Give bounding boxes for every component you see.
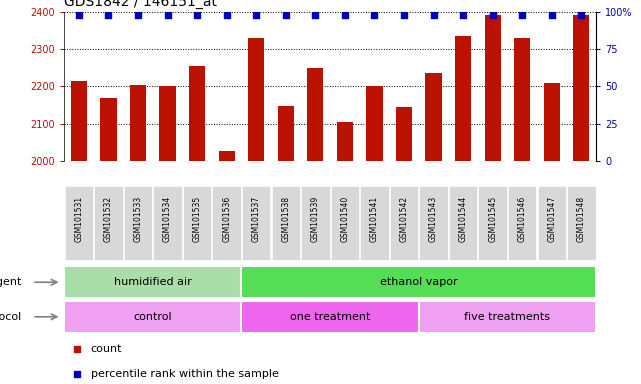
Bar bbox=[426, 73, 442, 161]
Point bbox=[281, 12, 291, 18]
Text: ethanol vapor: ethanol vapor bbox=[380, 277, 458, 287]
Text: control: control bbox=[133, 312, 172, 322]
Point bbox=[488, 12, 498, 18]
Bar bbox=[514, 38, 530, 161]
Text: GSM101547: GSM101547 bbox=[547, 195, 556, 242]
FancyBboxPatch shape bbox=[153, 185, 182, 260]
Text: GSM101539: GSM101539 bbox=[311, 195, 320, 242]
Point bbox=[74, 12, 84, 18]
FancyBboxPatch shape bbox=[242, 301, 419, 333]
Point bbox=[103, 12, 113, 18]
Text: GSM101545: GSM101545 bbox=[488, 195, 497, 242]
Text: GSM101538: GSM101538 bbox=[281, 195, 290, 242]
Text: percentile rank within the sample: percentile rank within the sample bbox=[91, 369, 279, 379]
Bar bbox=[396, 107, 412, 161]
Text: agent: agent bbox=[0, 277, 22, 287]
Text: protocol: protocol bbox=[0, 312, 22, 322]
Point bbox=[222, 12, 232, 18]
Text: five treatments: five treatments bbox=[465, 312, 551, 322]
Bar bbox=[100, 98, 117, 161]
Bar bbox=[307, 68, 324, 161]
Point bbox=[428, 12, 438, 18]
Bar bbox=[337, 122, 353, 161]
Bar bbox=[485, 15, 501, 161]
Bar bbox=[219, 151, 235, 161]
Text: GSM101542: GSM101542 bbox=[399, 195, 408, 242]
Text: humidified air: humidified air bbox=[114, 277, 192, 287]
Point bbox=[310, 12, 320, 18]
Text: GSM101544: GSM101544 bbox=[458, 195, 468, 242]
FancyBboxPatch shape bbox=[64, 266, 242, 298]
FancyBboxPatch shape bbox=[508, 185, 537, 260]
Bar bbox=[573, 15, 590, 161]
Text: GSM101541: GSM101541 bbox=[370, 195, 379, 242]
FancyBboxPatch shape bbox=[419, 301, 596, 333]
FancyBboxPatch shape bbox=[419, 185, 448, 260]
Point bbox=[399, 12, 409, 18]
Point bbox=[162, 12, 172, 18]
FancyBboxPatch shape bbox=[94, 185, 122, 260]
FancyBboxPatch shape bbox=[124, 185, 152, 260]
Bar bbox=[130, 84, 146, 161]
Text: GSM101533: GSM101533 bbox=[133, 195, 142, 242]
Point bbox=[547, 12, 557, 18]
Point bbox=[251, 12, 262, 18]
Text: GSM101543: GSM101543 bbox=[429, 195, 438, 242]
Bar bbox=[278, 106, 294, 161]
Point bbox=[192, 12, 203, 18]
FancyBboxPatch shape bbox=[212, 185, 241, 260]
Bar bbox=[71, 81, 87, 161]
Text: GSM101534: GSM101534 bbox=[163, 195, 172, 242]
Bar bbox=[366, 86, 383, 161]
Bar bbox=[248, 38, 264, 161]
Text: GSM101546: GSM101546 bbox=[518, 195, 527, 242]
Text: one treatment: one treatment bbox=[290, 312, 370, 322]
FancyBboxPatch shape bbox=[183, 185, 212, 260]
Bar bbox=[544, 83, 560, 161]
Text: GSM101532: GSM101532 bbox=[104, 195, 113, 242]
FancyBboxPatch shape bbox=[360, 185, 388, 260]
Point bbox=[517, 12, 528, 18]
Text: GDS1842 / 146151_at: GDS1842 / 146151_at bbox=[64, 0, 217, 9]
Point bbox=[576, 12, 587, 18]
FancyBboxPatch shape bbox=[301, 185, 329, 260]
FancyBboxPatch shape bbox=[390, 185, 418, 260]
Bar bbox=[455, 36, 471, 161]
Point bbox=[458, 12, 468, 18]
Bar bbox=[189, 66, 205, 161]
FancyBboxPatch shape bbox=[64, 301, 242, 333]
Text: GSM101536: GSM101536 bbox=[222, 195, 231, 242]
FancyBboxPatch shape bbox=[242, 266, 596, 298]
FancyBboxPatch shape bbox=[478, 185, 507, 260]
FancyBboxPatch shape bbox=[242, 185, 271, 260]
Text: GSM101531: GSM101531 bbox=[74, 195, 83, 242]
FancyBboxPatch shape bbox=[449, 185, 478, 260]
Point bbox=[340, 12, 350, 18]
FancyBboxPatch shape bbox=[65, 185, 93, 260]
Text: GSM101548: GSM101548 bbox=[577, 195, 586, 242]
FancyBboxPatch shape bbox=[331, 185, 359, 260]
FancyBboxPatch shape bbox=[567, 185, 595, 260]
FancyBboxPatch shape bbox=[272, 185, 300, 260]
Point bbox=[133, 12, 143, 18]
Text: count: count bbox=[91, 344, 122, 354]
Bar bbox=[160, 86, 176, 161]
Text: GSM101537: GSM101537 bbox=[252, 195, 261, 242]
Point bbox=[369, 12, 379, 18]
Text: GSM101540: GSM101540 bbox=[340, 195, 349, 242]
FancyBboxPatch shape bbox=[538, 185, 566, 260]
Text: GSM101535: GSM101535 bbox=[192, 195, 202, 242]
